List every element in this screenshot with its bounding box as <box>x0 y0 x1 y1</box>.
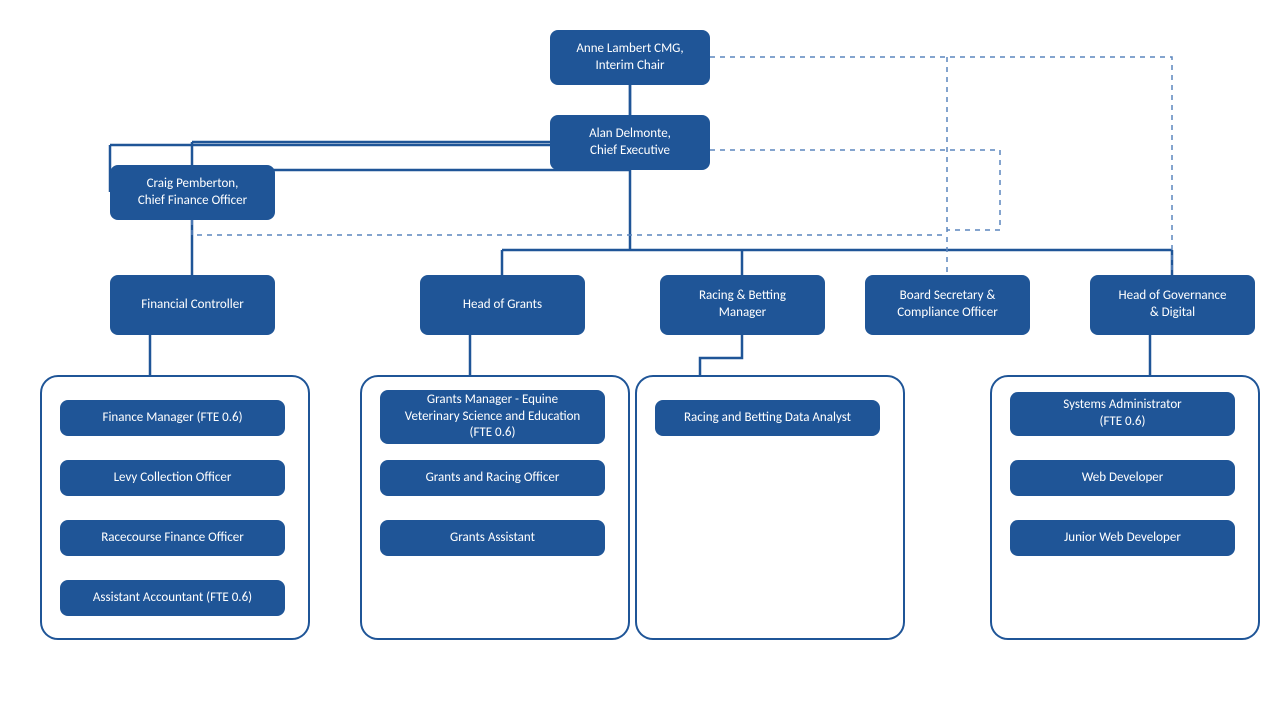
node-grants-assistant: Grants Assistant <box>380 520 605 556</box>
node-label: Financial Controller <box>141 297 243 314</box>
node-financial-controller: Financial Controller <box>110 275 275 335</box>
node-label: Alan Delmonte, Chief Executive <box>589 126 671 160</box>
node-grants-officer: Grants and Racing Officer <box>380 460 605 496</box>
node-label: Racing and Betting Data Analyst <box>684 410 851 427</box>
node-finance-manager: Finance Manager (FTE 0.6) <box>60 400 285 436</box>
node-label: Head of Governance & Digital <box>1119 288 1227 322</box>
node-data-analyst: Racing and Betting Data Analyst <box>655 400 880 436</box>
node-racecourse-finance: Racecourse Finance Officer <box>60 520 285 556</box>
node-label: Finance Manager (FTE 0.6) <box>102 410 242 427</box>
node-junior-web-developer: Junior Web Developer <box>1010 520 1235 556</box>
node-label: Junior Web Developer <box>1064 530 1181 547</box>
node-label: Grants Manager - Equine Veterinary Scien… <box>405 392 581 443</box>
node-label: Anne Lambert CMG, Interim Chair <box>576 41 683 75</box>
node-head-governance: Head of Governance & Digital <box>1090 275 1255 335</box>
node-assistant-accountant: Assistant Accountant (FTE 0.6) <box>60 580 285 616</box>
node-board-secretary: Board Secretary & Compliance Officer <box>865 275 1030 335</box>
node-label: Assistant Accountant (FTE 0.6) <box>93 590 252 607</box>
node-label: Grants Assistant <box>450 530 535 547</box>
node-grants-manager: Grants Manager - Equine Veterinary Scien… <box>380 390 605 444</box>
node-cfo: Craig Pemberton, Chief Finance Officer <box>110 165 275 220</box>
node-label: Board Secretary & Compliance Officer <box>897 288 998 322</box>
node-systems-admin: Systems Administrator (FTE 0.6) <box>1010 392 1235 436</box>
node-chair: Anne Lambert CMG, Interim Chair <box>550 30 710 85</box>
node-ceo: Alan Delmonte, Chief Executive <box>550 115 710 170</box>
node-levy-officer: Levy Collection Officer <box>60 460 285 496</box>
node-label: Levy Collection Officer <box>114 470 232 487</box>
node-label: Racing & Betting Manager <box>699 288 786 322</box>
node-label: Head of Grants <box>463 297 542 314</box>
node-label: Craig Pemberton, Chief Finance Officer <box>138 176 247 210</box>
node-label: Racecourse Finance Officer <box>101 530 243 547</box>
node-head-grants: Head of Grants <box>420 275 585 335</box>
node-label: Grants and Racing Officer <box>426 470 560 487</box>
node-label: Web Developer <box>1082 470 1164 487</box>
node-racing-manager: Racing & Betting Manager <box>660 275 825 335</box>
node-web-developer: Web Developer <box>1010 460 1235 496</box>
node-label: Systems Administrator (FTE 0.6) <box>1063 397 1181 431</box>
